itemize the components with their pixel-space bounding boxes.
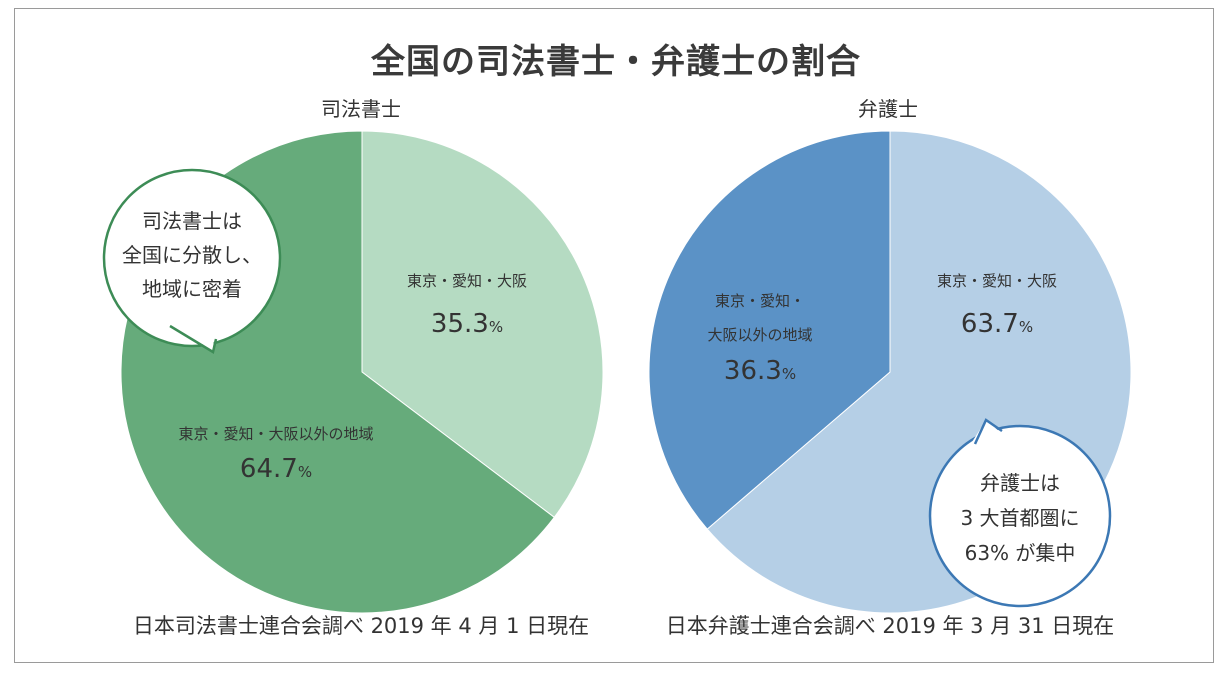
left-slice-2-label: 東京・愛知・大阪以外の地域 [178, 425, 373, 443]
right-callout-line-1: 弁護士は [980, 471, 1060, 495]
right-slice-2-wedge [648, 130, 891, 530]
left-slice-1-value: 35.3 [431, 309, 489, 339]
right-pie-title: 弁護士 [858, 97, 918, 121]
left-callout-tail-fill [170, 320, 215, 352]
right-callout-bubble: 弁護士は 3 大首都圏に 63% が集中 [928, 418, 1112, 608]
left-source-note: 日本司法書士連合会調べ 2019 年 4 月 1 日現在 [132, 614, 590, 638]
left-pie-title: 司法書士 [321, 97, 401, 121]
right-callout-circle [928, 424, 1112, 608]
right-slice-1-value-group: 63.7% [961, 309, 1033, 339]
right-slice-2-label-line-1: 東京・愛知・ [715, 292, 805, 310]
right-slice-2-value: 36.3 [724, 356, 782, 386]
left-slice-1-unit: % [489, 318, 503, 336]
left-callout-line-3: 地域に密着 [142, 277, 242, 301]
left-callout-line-1: 司法書士は [142, 209, 242, 233]
left-slice-1-wedge [361, 130, 604, 519]
page-title: 全国の司法書士・弁護士の割合 [371, 42, 861, 82]
left-callout-line-2: 全国に分散し、 [122, 243, 262, 267]
left-slice-1-value-group: 35.3% [431, 309, 503, 339]
left-callout-tail-line [169, 324, 218, 354]
left-slice-2-unit: % [298, 463, 312, 481]
right-slice-1-unit: % [1019, 318, 1033, 336]
right-callout-line-2: 3 大首都圏に [960, 506, 1079, 530]
right-slice-1-label: 東京・愛知・大阪 [937, 272, 1057, 290]
left-slice-2-value: 64.7 [240, 454, 298, 484]
left-slice-1-label: 東京・愛知・大阪 [407, 272, 527, 290]
left-callout-bubble: 司法書士は 全国に分散し、 地域に密着 [102, 168, 282, 354]
right-slice-1-value: 63.7 [961, 309, 1019, 339]
right-callout-tail-line [973, 418, 1003, 445]
right-slice-2-unit: % [782, 365, 796, 383]
right-slice-2-value-group: 36.3% [724, 356, 796, 386]
right-source-note: 日本弁護士連合会調べ 2019 年 3 月 31 日現在 [665, 614, 1115, 638]
right-callout-line-3: 63% が集中 [965, 541, 1076, 565]
left-slice-2-value-group: 64.7% [240, 454, 312, 484]
left-callout-circle [102, 168, 282, 348]
right-slice-2-label-line-2: 大阪以外の地域 [707, 326, 812, 344]
